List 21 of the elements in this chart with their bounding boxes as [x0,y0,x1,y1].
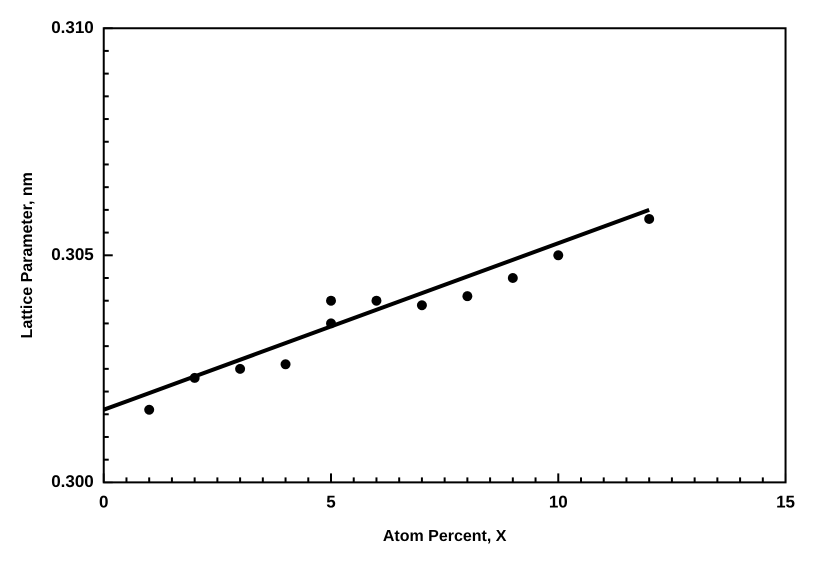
point [462,291,472,302]
point [190,372,200,383]
y-tick-label: 0.300 [51,472,94,492]
point [644,214,654,224]
x-tick-label: 10 [548,492,568,512]
point [508,273,518,284]
point [280,359,291,370]
point [416,300,427,310]
x-tick-label: 5 [326,492,336,512]
point [235,364,246,374]
x-tick-label: 0 [99,492,108,512]
point [144,404,154,415]
x-axis-title: Atom Percent, X [382,528,507,545]
y-tick-label: 0.305 [51,244,94,264]
y-axis-title: Lattice Parameter, nm [19,172,36,338]
point [326,318,336,328]
point [371,296,382,306]
y-tick-label: 0.310 [51,18,94,37]
x-tick-label: 15 [776,492,796,512]
point [553,250,564,260]
point [326,296,336,306]
